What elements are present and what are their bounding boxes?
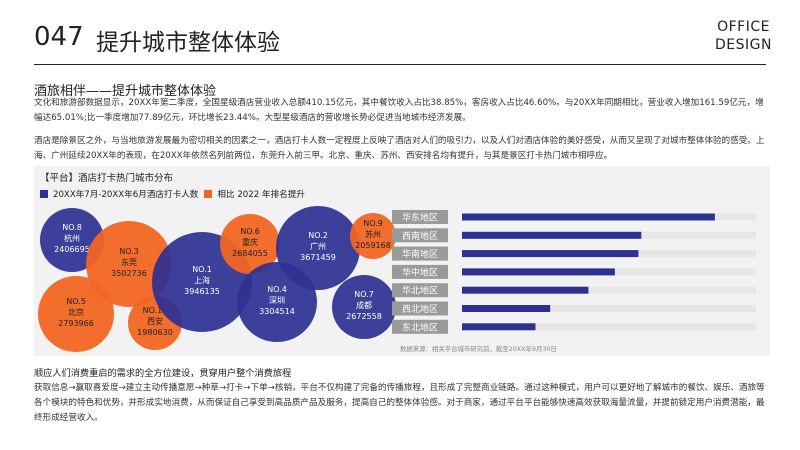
bubble-no5: [38, 276, 114, 352]
region-label-box: [392, 246, 448, 261]
bubble-value-no1: 3946135: [184, 287, 220, 296]
bar: [462, 250, 639, 258]
bubble-value-no3: 3502736: [111, 269, 147, 278]
bubble-rank-no7: NO.7: [354, 290, 374, 299]
bubble-rank-no8: NO.8: [62, 223, 82, 232]
bubble-value-no6: 2684055: [232, 249, 268, 258]
bubble-city-no1: 上海: [194, 275, 210, 285]
intro-paragraph: 文化和旅游部数据显示，20XX年第二季度，全国星级酒店营业收入总额410.15亿…: [34, 98, 764, 123]
bubble-rank-no3: NO.3: [119, 247, 139, 256]
bubble-rank-no1: NO.1: [192, 265, 212, 274]
bubble-value-no9: 2059168: [355, 241, 391, 250]
bar: [462, 323, 536, 331]
region-label-box: [392, 301, 448, 316]
bubble-city-no5: 北京: [68, 307, 84, 317]
bubble-no9: [350, 213, 396, 259]
bubble-value-no7: 2672558: [346, 312, 382, 321]
bubble-value-no5: 2793966: [58, 319, 94, 328]
bubble-rank-no4: NO.4: [267, 285, 287, 294]
chart-canvas: NO.8杭州 2406695 NO.3东莞 3502736 NO.5北京 2793966 N…: [38, 206, 756, 353]
region-label: 华南地区: [402, 248, 438, 260]
bottom-paragraph: 获取信息→赢取喜爱度→建立主动传播意愿→种草→打卡→下单→核销，平台不仅构建了完…: [34, 383, 765, 423]
bar-track: [462, 305, 756, 312]
legend-label-visits: 20XX年7月-20XX年6月酒店打卡人数: [53, 190, 199, 200]
bubble-city-no4: 深圳: [269, 295, 285, 305]
bubble-city-no3: 东莞: [121, 257, 137, 267]
legend-label-rank-up: 相比 2022 年排名提升: [217, 190, 305, 200]
bar: [462, 286, 589, 294]
header-divider: [34, 64, 766, 65]
bubble-city-no6: 重庆: [242, 237, 258, 247]
region-label: 西南地区: [402, 230, 438, 242]
region-label-box: [392, 319, 448, 334]
panel-title: 【平台】酒店打卡热门城市分布: [40, 173, 174, 184]
region-label-box: [392, 283, 448, 298]
chart-legend: 20XX年7月-20XX年6月酒店打卡人数 相比 2022 年排名提升: [40, 188, 305, 200]
chart-source: 数据来源：相关平台城市研究前，截至20XX年9月30日: [400, 344, 557, 353]
bubble-value-no10: 1980630: [137, 328, 173, 337]
chart-panel: NO.8 杭州 2406695 NO.3 东莞 3502736 NO.5 北京 2793966 N…: [34, 166, 770, 356]
legend-swatch-blue: [40, 190, 48, 198]
bubble-rank-no10: NO.10: [143, 306, 168, 315]
bubble-value-no8: 2406695: [54, 245, 90, 254]
brand-logo: OFFICE DESIGN: [715, 18, 772, 54]
bubble-rank-no6: NO.6: [240, 227, 260, 236]
bubble-no6: [220, 214, 280, 274]
bubble-rank-no2: NO.2: [308, 231, 328, 240]
bubble-city-no10: 西安: [147, 316, 163, 326]
bubble-city-no7: 成都: [356, 300, 372, 310]
bubble-value-no2: 3671459: [300, 253, 336, 262]
bar-track: [462, 323, 756, 331]
section-title: 酒旅相伴——提升城市整体体验: [34, 84, 217, 99]
region-label: 华东地区: [402, 212, 438, 224]
legend-swatch-orange: [204, 190, 213, 198]
brand-line1: OFFICE: [717, 19, 770, 35]
region-label-box: [392, 264, 448, 279]
bar: [462, 213, 715, 221]
region-label: 华北地区: [402, 285, 438, 297]
bottom-title: 顺应人们消费重启的需求的全方位建设，贯穿用户整个消费旅程: [34, 368, 292, 379]
bubble-no2: [276, 206, 360, 290]
bar-track: [462, 286, 756, 294]
bar: [462, 305, 551, 312]
bar: [462, 231, 642, 239]
bubble-no3: [86, 221, 172, 307]
bar: [462, 268, 615, 276]
region-label-box: [392, 210, 448, 224]
region-label-box: [392, 228, 448, 243]
region-label: 东北地区: [402, 321, 438, 333]
bubble-city-no9: 苏州: [365, 229, 381, 239]
bubble-city-no8: 杭州: [64, 233, 80, 243]
region-label: 西北地区: [402, 303, 438, 315]
bubble-no7: [332, 275, 396, 339]
page-title: 提升城市整体体验: [96, 30, 280, 56]
brand-line2: DESIGN: [715, 37, 772, 53]
bubble-rank-no5: NO.5: [66, 297, 86, 306]
page-number: 047: [34, 22, 84, 52]
hotel-paragraph: 酒店是除景区之外，与当地旅游发展最为密切相关的因素之一，酒店打卡人数一定程度上反…: [34, 136, 765, 161]
region-label: 华中地区: [402, 266, 438, 278]
bubble-value-no4: 3304514: [259, 307, 295, 316]
bubble-city-no2: 广州: [310, 241, 326, 251]
bubble-rank-no9: NO.9: [363, 219, 383, 228]
